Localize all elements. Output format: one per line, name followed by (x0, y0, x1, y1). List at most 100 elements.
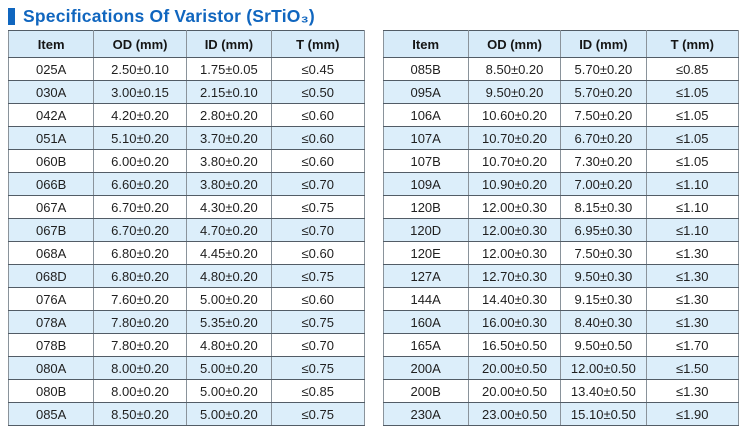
od-cell: 6.00±0.20 (93, 149, 187, 173)
table-row: 067A 6.70±0.20 4.30±0.20 ≤0.75 (7, 195, 365, 219)
od-cell: 12.70±0.30 (467, 264, 562, 288)
id-cell: 5.70±0.20 (560, 57, 647, 81)
table-row: 165A 16.50±0.50 9.50±0.50 ≤1.70 (382, 333, 740, 357)
id-cell: 4.30±0.20 (185, 195, 273, 219)
item-cell: 067A (7, 195, 95, 219)
item-cell: 080B (7, 379, 95, 403)
t-cell: ≤0.60 (271, 103, 365, 127)
item-cell: 025A (7, 57, 95, 81)
table-row: 085A 8.50±0.20 5.00±0.20 ≤0.75 (7, 402, 365, 426)
t-cell: ≤1.50 (645, 356, 740, 380)
id-cell: 9.50±0.30 (560, 264, 647, 288)
id-cell: 2.80±0.20 (185, 103, 273, 127)
table-row: 144A 14.40±0.30 9.15±0.30 ≤1.30 (382, 287, 740, 311)
item-cell: 095A (382, 80, 469, 104)
od-cell: 10.70±0.20 (467, 126, 562, 150)
item-cell: 144A (382, 287, 469, 311)
od-cell: 7.80±0.20 (93, 333, 187, 357)
table-row: 107A 10.70±0.20 6.70±0.20 ≤1.05 (382, 126, 740, 150)
item-cell: 066B (7, 172, 95, 196)
table-row: 080A 8.00±0.20 5.00±0.20 ≤0.75 (7, 356, 365, 380)
t-cell: ≤0.75 (271, 356, 365, 380)
od-cell: 2.50±0.10 (93, 57, 187, 81)
id-cell: 7.30±0.20 (560, 149, 647, 173)
id-cell: 13.40±0.50 (560, 379, 647, 403)
header-row: Item OD (mm) ID (mm) T (mm) (382, 30, 740, 58)
t-cell: ≤1.05 (645, 103, 740, 127)
od-cell: 20.00±0.50 (467, 379, 562, 403)
table-row: 109A 10.90±0.20 7.00±0.20 ≤1.10 (382, 172, 740, 196)
t-cell: ≤1.30 (645, 264, 740, 288)
t-cell: ≤1.30 (645, 379, 740, 403)
id-cell: 15.10±0.50 (560, 402, 647, 426)
column-header: OD (mm) (93, 30, 187, 58)
od-cell: 4.20±0.20 (93, 103, 187, 127)
table-row: 051A 5.10±0.20 3.70±0.20 ≤0.60 (7, 126, 365, 150)
item-cell: 230A (382, 402, 469, 426)
item-cell: 120D (382, 218, 469, 242)
item-cell: 060B (7, 149, 95, 173)
column-header: OD (mm) (467, 30, 562, 58)
header-row: Item OD (mm) ID (mm) T (mm) (7, 30, 365, 58)
id-cell: 5.35±0.20 (185, 310, 273, 334)
table-row: 078B 7.80±0.20 4.80±0.20 ≤0.70 (7, 333, 365, 357)
od-cell: 6.70±0.20 (93, 218, 187, 242)
t-cell: ≤0.75 (271, 195, 365, 219)
id-cell: 6.95±0.30 (560, 218, 647, 242)
id-cell: 7.50±0.20 (560, 103, 647, 127)
item-cell: 120B (382, 195, 469, 219)
item-cell: 120E (382, 241, 469, 265)
t-cell: ≤0.60 (271, 149, 365, 173)
id-cell: 7.50±0.30 (560, 241, 647, 265)
table-row: 080B 8.00±0.20 5.00±0.20 ≤0.85 (7, 379, 365, 403)
table-row: 025A 2.50±0.10 1.75±0.05 ≤0.45 (7, 57, 365, 81)
item-cell: 076A (7, 287, 95, 311)
page-title: Specifications Of Varistor (SrTiO₃) (23, 5, 315, 26)
id-cell: 4.80±0.20 (185, 333, 273, 357)
item-cell: 107A (382, 126, 469, 150)
table-row: 120B 12.00±0.30 8.15±0.30 ≤1.10 (382, 195, 740, 219)
column-header: T (mm) (645, 30, 740, 58)
t-cell: ≤1.10 (645, 195, 740, 219)
od-cell: 12.00±0.30 (467, 195, 562, 219)
t-cell: ≤1.70 (645, 333, 740, 357)
table-row: 066B 6.60±0.20 3.80±0.20 ≤0.70 (7, 172, 365, 196)
item-cell: 107B (382, 149, 469, 173)
od-cell: 8.50±0.20 (467, 57, 562, 81)
t-cell: ≤0.75 (271, 402, 365, 426)
od-cell: 10.90±0.20 (467, 172, 562, 196)
spec-table-left: Item OD (mm) ID (mm) T (mm) 025A 2.50±0.10 1.… (7, 30, 365, 426)
od-cell: 23.00±0.50 (467, 402, 562, 426)
id-cell: 12.00±0.50 (560, 356, 647, 380)
table-row: 030A 3.00±0.15 2.15±0.10 ≤0.50 (7, 80, 365, 104)
od-cell: 6.80±0.20 (93, 241, 187, 265)
table-row: 095A 9.50±0.20 5.70±0.20 ≤1.05 (382, 80, 740, 104)
id-cell: 9.15±0.30 (560, 287, 647, 311)
od-cell: 7.80±0.20 (93, 310, 187, 334)
id-cell: 2.15±0.10 (185, 80, 273, 104)
t-cell: ≤1.30 (645, 310, 740, 334)
od-cell: 9.50±0.20 (467, 80, 562, 104)
item-cell: 160A (382, 310, 469, 334)
t-cell: ≤0.70 (271, 218, 365, 242)
od-cell: 6.80±0.20 (93, 264, 187, 288)
t-cell: ≤0.70 (271, 172, 365, 196)
id-cell: 5.00±0.20 (185, 402, 273, 426)
table-row: 120E 12.00±0.30 7.50±0.30 ≤1.30 (382, 241, 740, 265)
id-cell: 3.80±0.20 (185, 172, 273, 196)
t-cell: ≤1.10 (645, 172, 740, 196)
t-cell: ≤1.05 (645, 80, 740, 104)
id-cell: 8.15±0.30 (560, 195, 647, 219)
table-row: 107B 10.70±0.20 7.30±0.20 ≤1.05 (382, 149, 740, 173)
od-cell: 16.50±0.50 (467, 333, 562, 357)
table-row: 078A 7.80±0.20 5.35±0.20 ≤0.75 (7, 310, 365, 334)
item-cell: 200B (382, 379, 469, 403)
id-cell: 5.00±0.20 (185, 356, 273, 380)
t-cell: ≤0.60 (271, 241, 365, 265)
table-row: 230A 23.00±0.50 15.10±0.50 ≤1.90 (382, 402, 740, 426)
id-cell: 7.00±0.20 (560, 172, 647, 196)
t-cell: ≤0.75 (271, 264, 365, 288)
table-row: 200B 20.00±0.50 13.40±0.50 ≤1.30 (382, 379, 740, 403)
od-cell: 16.00±0.30 (467, 310, 562, 334)
item-cell: 200A (382, 356, 469, 380)
